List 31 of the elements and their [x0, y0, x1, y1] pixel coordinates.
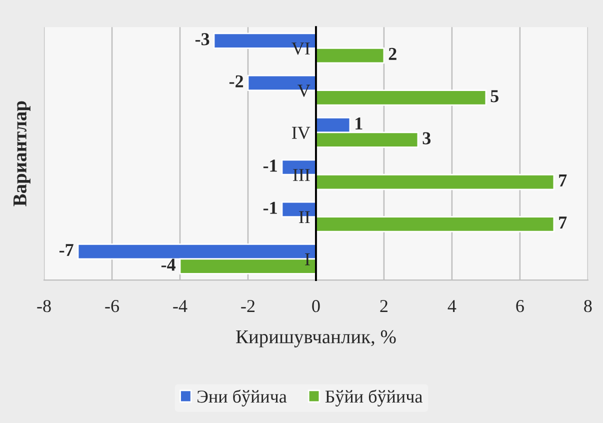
bar — [315, 90, 487, 106]
data-label: -3 — [195, 33, 210, 46]
x-tick-label: 0 — [312, 300, 320, 312]
x-tick-label: -8 — [37, 300, 51, 312]
data-label: -4 — [161, 258, 176, 271]
bar — [315, 216, 555, 232]
data-label: -2 — [229, 75, 244, 88]
data-label: 7 — [559, 174, 567, 186]
data-label: 5 — [490, 90, 498, 102]
y-axis-title: Вариантлар — [14, 101, 30, 206]
data-label: 2 — [388, 48, 396, 60]
legend-label: Бўйи бўйича — [325, 390, 422, 406]
bar — [315, 47, 385, 64]
x-tick-label: -2 — [241, 300, 255, 312]
y-tick-label: I — [305, 253, 310, 266]
x-tick-label: 6 — [516, 300, 524, 312]
data-label: 3 — [422, 132, 431, 144]
data-label: 7 — [559, 216, 567, 229]
x-tick-label: -6 — [105, 300, 119, 312]
x-tick-label: 4 — [448, 300, 456, 312]
bar — [315, 174, 555, 190]
data-label: 1 — [356, 118, 362, 130]
x-tick-label: 2 — [380, 300, 388, 312]
data-label: -1 — [263, 160, 277, 172]
x-tick-label: -4 — [173, 300, 188, 312]
data-label: -7 — [59, 244, 74, 256]
x-tick-label: 8 — [584, 300, 592, 312]
x-axis-title: Киришувчанлик, % — [236, 330, 396, 348]
data-label: -1 — [263, 202, 277, 214]
legend-label: Эни бўйича — [198, 390, 287, 406]
y-tick-label: IV — [292, 126, 310, 140]
